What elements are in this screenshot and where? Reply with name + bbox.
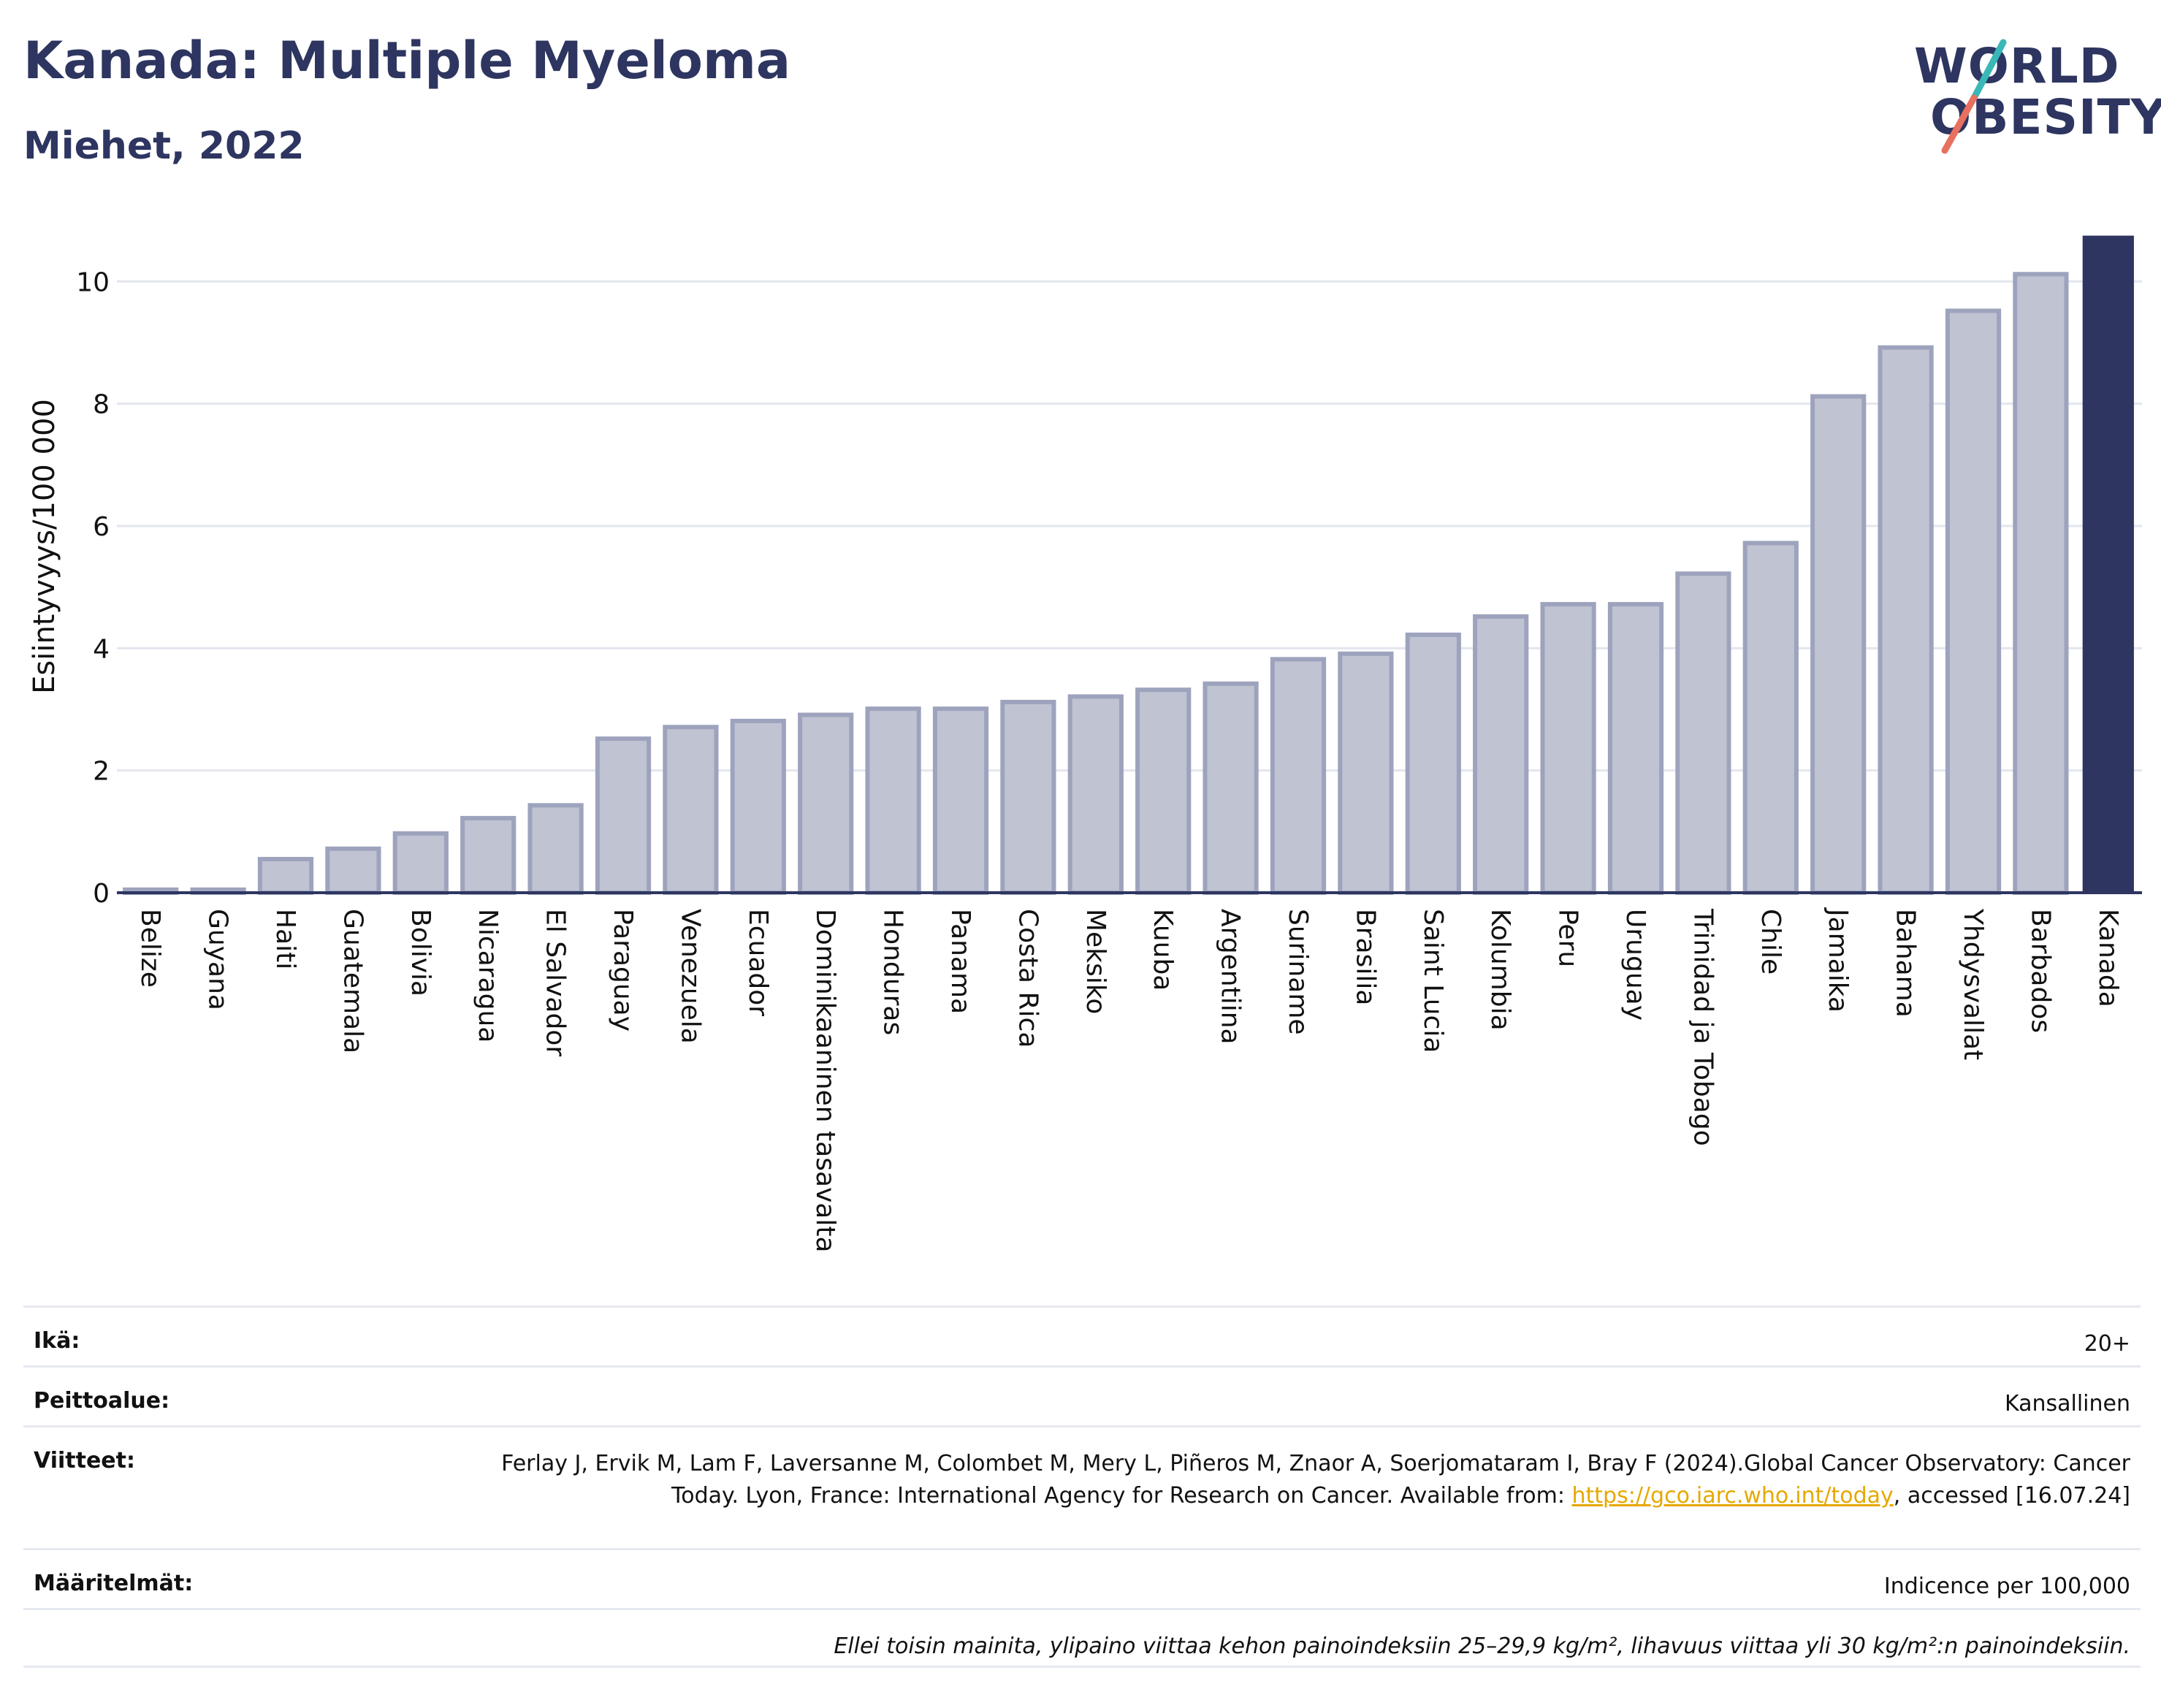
bar-kuuba bbox=[1135, 687, 1192, 895]
x-tick-label: Ecuador bbox=[743, 909, 773, 1016]
age-value: 20+ bbox=[2084, 1331, 2130, 1357]
x-tick-label: Guatemala bbox=[338, 909, 367, 1053]
references-text: Ferlay J, Ervik M, Lam F, Laversanne M, … bbox=[501, 1451, 2130, 1509]
info-row-note: Ellei toisin mainita, ylipaino viittaa k… bbox=[23, 1608, 2141, 1668]
x-tick-label: Kuuba bbox=[1148, 909, 1178, 991]
bar-venezuela bbox=[663, 725, 719, 896]
x-tick-label: Venezuela bbox=[675, 909, 705, 1044]
info-row-references: Viitteet: Ferlay J, Ervik M, Lam F, Lave… bbox=[23, 1425, 2141, 1548]
y-axis-ticks: 0 2 4 6 8 10 bbox=[76, 267, 110, 909]
x-tick-label: Peru bbox=[1553, 909, 1583, 967]
x-tick-label: Chile bbox=[1756, 909, 1785, 975]
x-tick-label: Paraguay bbox=[608, 909, 638, 1032]
x-tick-label: Yhdysvallat bbox=[1958, 908, 1988, 1060]
references-label: Viitteet: bbox=[34, 1448, 135, 1473]
x-tick-label: Argentiina bbox=[1216, 909, 1246, 1045]
bar-haiti bbox=[257, 856, 314, 896]
info-row-definitions: Määritelmät: Indicence per 100,000 bbox=[23, 1548, 2141, 1608]
bar-el-salvador bbox=[527, 803, 584, 895]
x-tick-label: Belize bbox=[135, 909, 165, 988]
x-tick-label: Dominikaaninen tasavalta bbox=[810, 909, 840, 1253]
x-tick-label: Saint Lucia bbox=[1418, 909, 1448, 1053]
x-tick-label: Barbados bbox=[2025, 909, 2055, 1033]
x-tick-label: Honduras bbox=[878, 909, 908, 1035]
y-tick-label: 6 bbox=[93, 512, 110, 542]
bar-peru bbox=[1540, 602, 1596, 896]
bar-kanada bbox=[2082, 235, 2134, 893]
bar-chile bbox=[1742, 541, 1799, 895]
chart-subtitle: Miehet, 2022 bbox=[23, 124, 305, 168]
y-tick-label: 0 bbox=[93, 879, 110, 909]
y-axis-label: Esiintyvyys/100 000 bbox=[28, 399, 61, 694]
x-tick-label: Panama bbox=[945, 909, 975, 1014]
bar-paraguay bbox=[595, 736, 652, 895]
y-tick-label: 4 bbox=[93, 634, 110, 664]
definitions-value: Indicence per 100,000 bbox=[1883, 1574, 2130, 1599]
bar-yhdysvallat bbox=[1945, 308, 2002, 895]
x-tick-label: Uruguay bbox=[1620, 909, 1650, 1021]
coverage-label: Peittoalue: bbox=[34, 1388, 170, 1414]
x-tick-label: Bolivia bbox=[405, 909, 435, 996]
bar-brasilia bbox=[1338, 651, 1394, 895]
info-row-age: Ikä: 20+ bbox=[23, 1305, 2141, 1365]
references-accessed: , accessed [16.07.24] bbox=[1893, 1483, 2130, 1509]
bar-bolivia bbox=[392, 831, 449, 895]
x-tick-label: El Salvador bbox=[541, 909, 571, 1056]
y-tick-label: 2 bbox=[93, 757, 110, 787]
bar-honduras bbox=[865, 706, 921, 895]
info-table: Ikä: 20+ Peittoalue: Kansallinen Viittee… bbox=[23, 1305, 2141, 1668]
logo-text-world: WORLD bbox=[1914, 38, 2120, 94]
bar-suriname bbox=[1270, 657, 1327, 895]
age-label: Ikä: bbox=[34, 1328, 80, 1354]
x-tick-label: Suriname bbox=[1283, 909, 1313, 1035]
logo-slash-icon bbox=[1941, 39, 2007, 154]
bar-panama bbox=[932, 706, 989, 895]
bar-argentiina bbox=[1203, 681, 1259, 895]
grid-lines bbox=[117, 280, 2142, 772]
x-tick-label: Guyana bbox=[203, 909, 233, 1010]
definitions-label: Määritelmät: bbox=[34, 1571, 194, 1596]
bar-bahama bbox=[1878, 345, 1934, 895]
x-tick-label: Nicaragua bbox=[473, 909, 503, 1042]
x-axis-labels: Belize Guyana Haiti Guatemala Bolivia Nicarag… bbox=[135, 907, 2123, 1253]
bar-kolumbia bbox=[1473, 614, 1529, 896]
bar-nicaragua bbox=[460, 815, 517, 896]
bar-barbados bbox=[2013, 272, 2069, 895]
x-tick-label: Bahama bbox=[1891, 909, 1921, 1018]
bar-dominikaaninen-tasavalta bbox=[798, 712, 854, 896]
x-tick-label: Meksiko bbox=[1080, 909, 1110, 1014]
logo-text-obesity: OBESITY bbox=[1930, 89, 2161, 145]
references-link[interactable]: https://gco.iarc.who.int/today bbox=[1571, 1483, 1894, 1509]
bar-chart: 0 2 4 6 8 10 Belize Guyana Haiti Guatemala Bolivi… bbox=[28, 235, 2142, 1253]
bar-uruguay bbox=[1607, 602, 1664, 896]
bars bbox=[123, 235, 2134, 896]
info-row-coverage: Peittoalue: Kansallinen bbox=[23, 1365, 2141, 1425]
y-tick-label: 8 bbox=[93, 390, 110, 420]
bar-ecuador bbox=[730, 718, 786, 895]
x-tick-label: Brasilia bbox=[1350, 909, 1380, 1005]
chart-title: Kanada: Multiple Myeloma bbox=[23, 31, 791, 91]
bar-guatemala bbox=[325, 846, 381, 896]
x-tick-label: Kolumbia bbox=[1485, 909, 1515, 1031]
x-tick-label: Trinidad ja Tobago bbox=[1688, 908, 1718, 1146]
bar-trinidad-ja-tobago bbox=[1675, 571, 1731, 895]
y-tick-label: 10 bbox=[76, 267, 110, 297]
footnote: Ellei toisin mainita, ylipaino viittaa k… bbox=[834, 1633, 2130, 1659]
bar-costa-rica bbox=[1000, 699, 1056, 895]
bar-jamaika bbox=[1810, 394, 1867, 895]
references-value: Ferlay J, Ervik M, Lam F, Laversanne M, … bbox=[450, 1448, 2130, 1512]
x-tick-label: Haiti bbox=[270, 909, 300, 969]
world-obesity-logo: WORLD OBESITY bbox=[1907, 29, 2161, 161]
x-tick-label: Jamaika bbox=[1823, 907, 1853, 1013]
bar-meksiko bbox=[1067, 694, 1124, 895]
coverage-value: Kansallinen bbox=[2004, 1391, 2130, 1417]
x-tick-label: Costa Rica bbox=[1013, 909, 1043, 1048]
bar-saint-lucia bbox=[1405, 632, 1461, 895]
x-tick-label: Kanada bbox=[2093, 909, 2123, 1007]
